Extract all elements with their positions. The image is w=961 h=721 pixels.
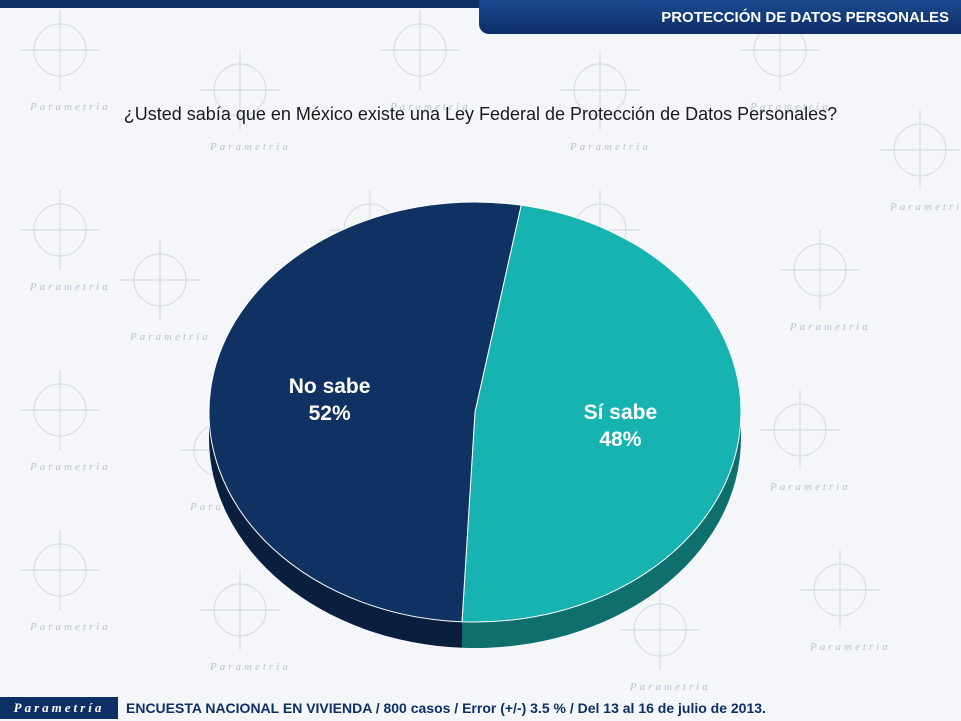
watermark-text: Parametria [749,101,831,113]
watermark-glyph: Parametria [780,230,871,333]
watermark-glyph: Parametria [740,10,831,113]
slice-value-label: 48% [599,428,641,451]
watermark-text: Parametria [29,621,111,633]
pie-slice [208,201,522,623]
watermark-glyph: Parametria [800,550,891,653]
watermark-glyph: Parametria [20,190,111,293]
slice-value-label: 52% [309,402,351,425]
slice-category-label: No sabe [289,375,371,398]
header-title: PROTECCIÓN DE DATOS PERSONALES [479,0,961,34]
watermark-text: Parametria [769,481,851,493]
footer-note: ENCUESTA NACIONAL EN VIVIENDA / 800 caso… [126,700,766,716]
watermark-glyph: Parametria [20,370,111,473]
watermark-text: Parametria [389,101,471,113]
survey-question: ¿Usted sabía que en México existe una Le… [123,104,838,124]
watermark-text: Parametria [29,101,111,113]
watermark-text: Parametria [209,661,291,673]
watermark-glyph: Parametria [120,240,211,343]
pie-slice-side [209,412,463,648]
pie-slices [208,201,742,623]
watermark-text: Parametria [129,331,211,343]
watermark-text: Parametria [789,321,871,333]
watermark-text: Parametria [889,201,961,213]
watermark-glyph: Parametria [200,570,291,673]
watermark-text: Parametria [29,281,111,293]
pie-depth [209,412,741,648]
parametria-logo: Parametría [0,697,118,719]
watermark-text: Parametria [629,681,711,693]
watermark-glyph: Parametria [620,590,711,693]
watermark-glyph: Parametria [380,10,471,113]
watermark-text: Parametria [209,141,291,153]
watermark-glyph: Parametria [880,110,961,213]
slice-category-label: Sí sabe [584,401,658,424]
pie-labels: Sí sabe 48% No sabe 52% [289,375,657,451]
pie-slice-side [462,412,741,648]
watermark-text: Parametria [29,461,111,473]
watermark-text: Parametria [809,641,891,653]
pie-slice [461,204,742,623]
watermark-glyph: Parametria [560,50,651,153]
watermark-glyph: Parametria [760,390,851,493]
watermark-glyph: Parametria [20,530,111,633]
watermark-glyph: Parametria [200,50,291,153]
watermark-text: Parametria [569,141,651,153]
watermark-glyph: Parametria [20,10,111,113]
